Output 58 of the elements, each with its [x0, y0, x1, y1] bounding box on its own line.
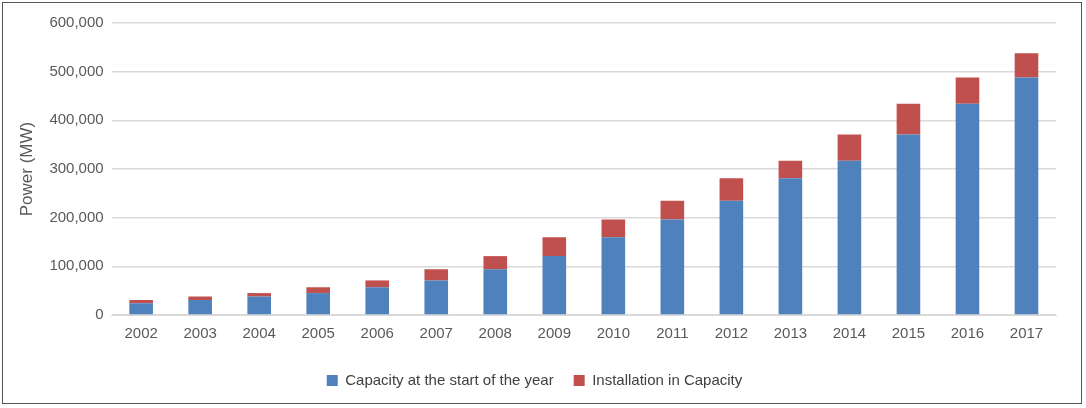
y-tick-label: 0 [95, 305, 104, 323]
x-tick-label: 2005 [301, 324, 335, 342]
bar [778, 178, 803, 315]
bar [247, 296, 271, 315]
bar [424, 280, 449, 315]
x-tick-label: 2013 [773, 324, 808, 342]
bar [542, 237, 567, 257]
bar [955, 103, 980, 315]
x-tick-label: 2009 [537, 324, 571, 342]
bar [483, 269, 508, 315]
y-axis-title: Power (MW) [16, 121, 36, 217]
bar [542, 256, 567, 315]
x-tick-label: 2006 [360, 324, 394, 342]
y-tick-label: 100,000 [49, 256, 104, 274]
x-tick-label: 2011 [656, 324, 689, 342]
bar [1014, 77, 1039, 315]
bar [955, 77, 980, 104]
legend-label: Installation in Capacity [592, 370, 743, 388]
x-tick-label: 2017 [1009, 324, 1044, 342]
bar [837, 134, 862, 161]
x-tick-label: 2007 [419, 324, 453, 342]
y-tick-label: 300,000 [49, 159, 104, 177]
y-tick-label: 600,000 [49, 13, 104, 31]
bar [129, 299, 153, 304]
bar [837, 160, 862, 315]
bar [1014, 53, 1039, 78]
bar [483, 256, 508, 270]
x-tick-label: 2012 [714, 324, 749, 342]
bar [660, 219, 685, 315]
y-tick-label: 500,000 [49, 61, 104, 79]
bar [601, 237, 626, 315]
bar [778, 160, 803, 179]
bar [188, 299, 212, 315]
bar [424, 269, 449, 281]
legend-label: Capacity at the start of the year [345, 370, 554, 388]
x-tick-label: 2010 [596, 324, 631, 342]
x-tick-label: 2015 [891, 324, 926, 342]
bar [896, 134, 921, 315]
x-tick-label: 2016 [950, 324, 985, 342]
x-tick-label: 2004 [242, 324, 276, 342]
x-tick-label: 2002 [124, 324, 158, 342]
bar [601, 219, 626, 238]
bar [365, 287, 390, 315]
bar [129, 303, 153, 315]
bar [719, 200, 744, 315]
bar [188, 296, 212, 300]
y-tick-label: 400,000 [49, 110, 104, 128]
bar [306, 293, 331, 315]
bar [365, 280, 390, 288]
x-tick-label: 2008 [478, 324, 512, 342]
bar [247, 293, 271, 297]
bar [306, 287, 331, 294]
bar [719, 178, 744, 201]
bar [660, 200, 685, 220]
y-tick-label: 200,000 [49, 207, 104, 225]
bar [896, 103, 921, 135]
x-tick-label: 2003 [183, 324, 217, 342]
x-tick-label: 2014 [832, 324, 867, 342]
